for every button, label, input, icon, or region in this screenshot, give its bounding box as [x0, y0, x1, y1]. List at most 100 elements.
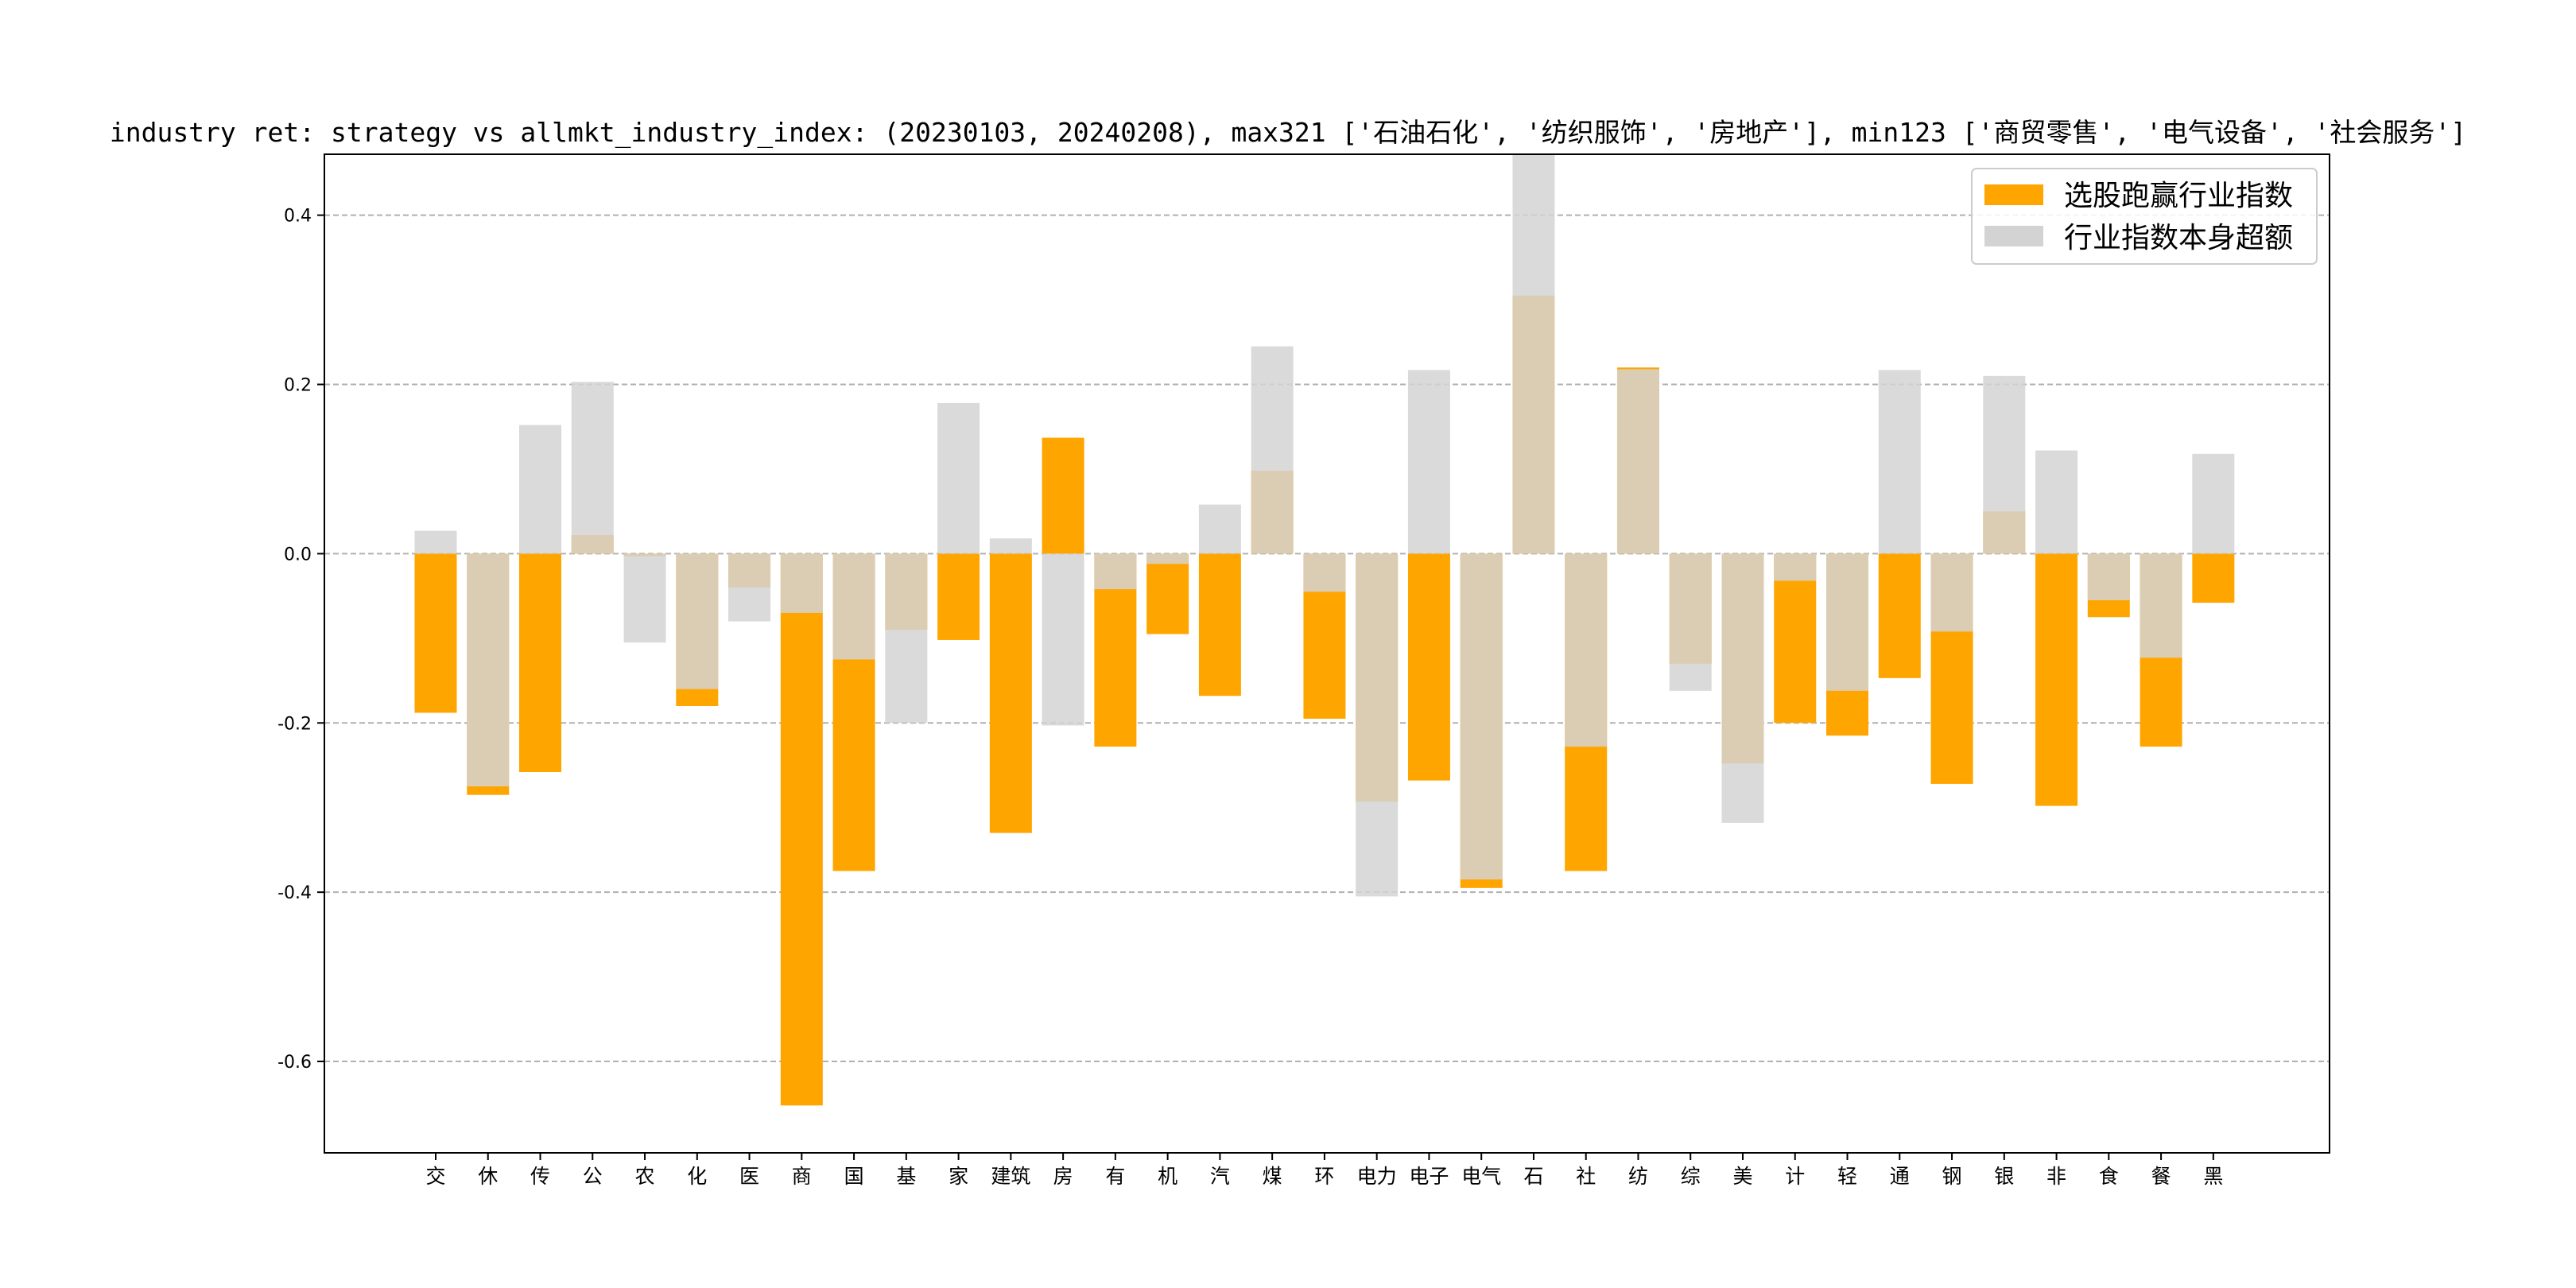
chart-title: industry ret: strategy vs allmkt_industr…	[110, 117, 2466, 149]
x-tick-label: 通	[1890, 1165, 1910, 1188]
legend-label-industry: 行业指数本身超额	[2064, 222, 2293, 254]
bar-industry	[1094, 553, 1137, 590]
bar-strategy	[780, 553, 823, 1106]
bar-industry	[623, 553, 666, 643]
y-tick-label: 0.0	[284, 545, 312, 564]
legend-box	[1971, 168, 2318, 265]
x-tick-label: 传	[530, 1165, 550, 1188]
bar-industry	[1198, 504, 1241, 554]
x-tick-label: 银	[1994, 1165, 2014, 1188]
x-tick-label: 汽	[1210, 1165, 1230, 1188]
x-tick-label: 纺	[1628, 1165, 1648, 1188]
bar-industry	[1146, 553, 1189, 564]
bar-industry	[989, 538, 1032, 554]
bar-industry	[414, 530, 457, 554]
x-tick-label: 医	[739, 1165, 759, 1188]
x-tick-label: 综	[1681, 1165, 1701, 1188]
bar-industry	[519, 425, 562, 554]
legend-swatch-strategy	[1984, 184, 2043, 205]
bar-strategy	[1774, 553, 1817, 724]
x-tick-label: 家	[949, 1165, 968, 1188]
x-tick-label: 休	[478, 1165, 498, 1188]
plot-frame	[324, 153, 2330, 1154]
bar-strategy	[1407, 553, 1450, 781]
x-tick-label: 食	[2099, 1165, 2119, 1188]
series-industry-bars	[414, 154, 2235, 897]
legend: 选股跑赢行业指数 行业指数本身超额	[1971, 168, 2318, 265]
bar-industry	[1930, 553, 1973, 632]
bar-industry	[780, 553, 823, 613]
bar-industry	[1616, 369, 1659, 554]
y-tick-label: -0.2	[277, 714, 312, 734]
bar-strategy	[1878, 553, 1921, 678]
bar-industry	[467, 553, 510, 787]
bar-strategy	[2192, 553, 2235, 603]
bar-industry	[885, 553, 928, 724]
bar-industry	[676, 553, 719, 689]
x-tick-label: 基	[896, 1165, 916, 1188]
x-tick-label: 机	[1158, 1165, 1177, 1188]
x-tick-label: 煤	[1263, 1165, 1282, 1188]
bar-strategy	[519, 553, 562, 773]
bar-strategy	[1042, 437, 1084, 554]
bar-strategy	[937, 553, 980, 640]
bar-strategy	[1198, 553, 1241, 696]
y-tick-label: -0.6	[277, 1053, 312, 1073]
bar-strategy	[2035, 553, 2078, 806]
x-tick-label: 房	[1053, 1165, 1073, 1188]
x-tick-label: 美	[1732, 1165, 1752, 1188]
bar-industry	[1565, 553, 1608, 747]
bar-industry	[1356, 553, 1399, 897]
x-tick-label: 计	[1785, 1165, 1805, 1188]
bar-industry	[1042, 553, 1084, 726]
bar-industry	[2035, 450, 2078, 554]
x-tick-label: 国	[844, 1165, 864, 1188]
bar-industry	[937, 402, 980, 554]
bar-industry	[832, 553, 875, 660]
x-tick-label: 商	[792, 1165, 812, 1188]
x-tick-label: 社	[1576, 1165, 1596, 1188]
bar-industry	[1251, 346, 1294, 554]
y-tick-label: -0.4	[277, 883, 312, 903]
y-axis: -0.6 -0.4 -0.2 0.0 0.2 0.4	[277, 207, 324, 1073]
x-tick-label: 化	[687, 1165, 707, 1188]
bar-industry	[1460, 553, 1503, 880]
bar-industry	[2140, 553, 2182, 658]
bar-strategy	[414, 553, 457, 713]
bar-strategy	[989, 553, 1032, 833]
x-tick-label: 轻	[1837, 1165, 1857, 1188]
legend-label-strategy: 选股跑赢行业指数	[2064, 180, 2293, 212]
x-tick-label: 石	[1523, 1165, 1543, 1188]
bar-industry	[2087, 553, 2130, 600]
x-tick-label: 建筑	[991, 1165, 1030, 1188]
bar-industry	[2192, 453, 2235, 554]
x-tick-label: 交	[425, 1165, 445, 1188]
y-tick-label: 0.4	[284, 207, 312, 227]
bar-industry	[1774, 553, 1817, 581]
y-tick-label: 0.2	[284, 376, 312, 396]
x-tick-label: 公	[583, 1165, 603, 1188]
series-strategy-bars	[414, 295, 2235, 1106]
bar-strategy	[1146, 553, 1189, 634]
x-tick-label: 非	[2046, 1165, 2066, 1188]
x-tick-label: 钢	[1942, 1165, 1962, 1188]
bar-industry	[1983, 375, 2026, 554]
bar-industry	[1826, 553, 1869, 691]
bar-industry	[1303, 553, 1346, 592]
bar-industry	[1512, 154, 1555, 554]
x-tick-label: 有	[1105, 1165, 1125, 1188]
x-tick-label: 餐	[2151, 1165, 2171, 1188]
x-tick-label: 农	[635, 1165, 655, 1188]
x-tick-label: 电气	[1461, 1165, 1501, 1188]
bar-industry	[728, 553, 771, 622]
x-tick-label: 电子	[1409, 1165, 1449, 1188]
bar-industry	[1407, 370, 1450, 554]
bar-industry	[1878, 370, 1921, 554]
x-tick-label: 黑	[2203, 1165, 2223, 1188]
x-tick-label: 电力	[1357, 1165, 1397, 1188]
bar-industry	[571, 382, 614, 554]
x-axis: 交 休 传 公 农 化 医 商 国 基 家建筑房 有 机 汽 煤 环电力 电子 电气石 社 纺 综 美 计 轻 通 钢 银 非 食 餐 黑	[425, 1153, 2223, 1188]
x-tick-label: 环	[1314, 1165, 1334, 1188]
bar-industry	[1669, 553, 1712, 691]
